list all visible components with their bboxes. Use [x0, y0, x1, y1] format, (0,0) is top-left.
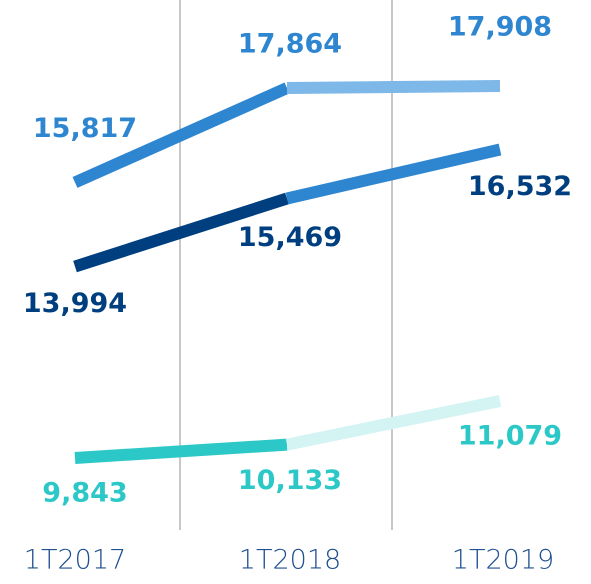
line-segment [74, 438, 288, 464]
value-label: 11,079 [458, 420, 562, 451]
value-label: 15,817 [33, 113, 137, 144]
line-segment [72, 82, 290, 188]
line-segment [285, 395, 502, 451]
value-label: 17,864 [238, 29, 342, 60]
line-segment [285, 143, 502, 205]
line-segment [73, 192, 289, 273]
value-label: 13,994 [23, 288, 127, 319]
value-label: 9,843 [42, 478, 127, 509]
value-label: 15,469 [238, 222, 342, 253]
value-label: 16,532 [468, 171, 572, 202]
value-label: 17,908 [448, 12, 552, 43]
value-label: 10,133 [238, 465, 342, 496]
x-tick-label: 1T2019 [452, 545, 554, 576]
x-tick-label: 1T2017 [24, 545, 126, 576]
x-tick-label: 1T2018 [239, 545, 341, 576]
line-segment [286, 80, 501, 95]
